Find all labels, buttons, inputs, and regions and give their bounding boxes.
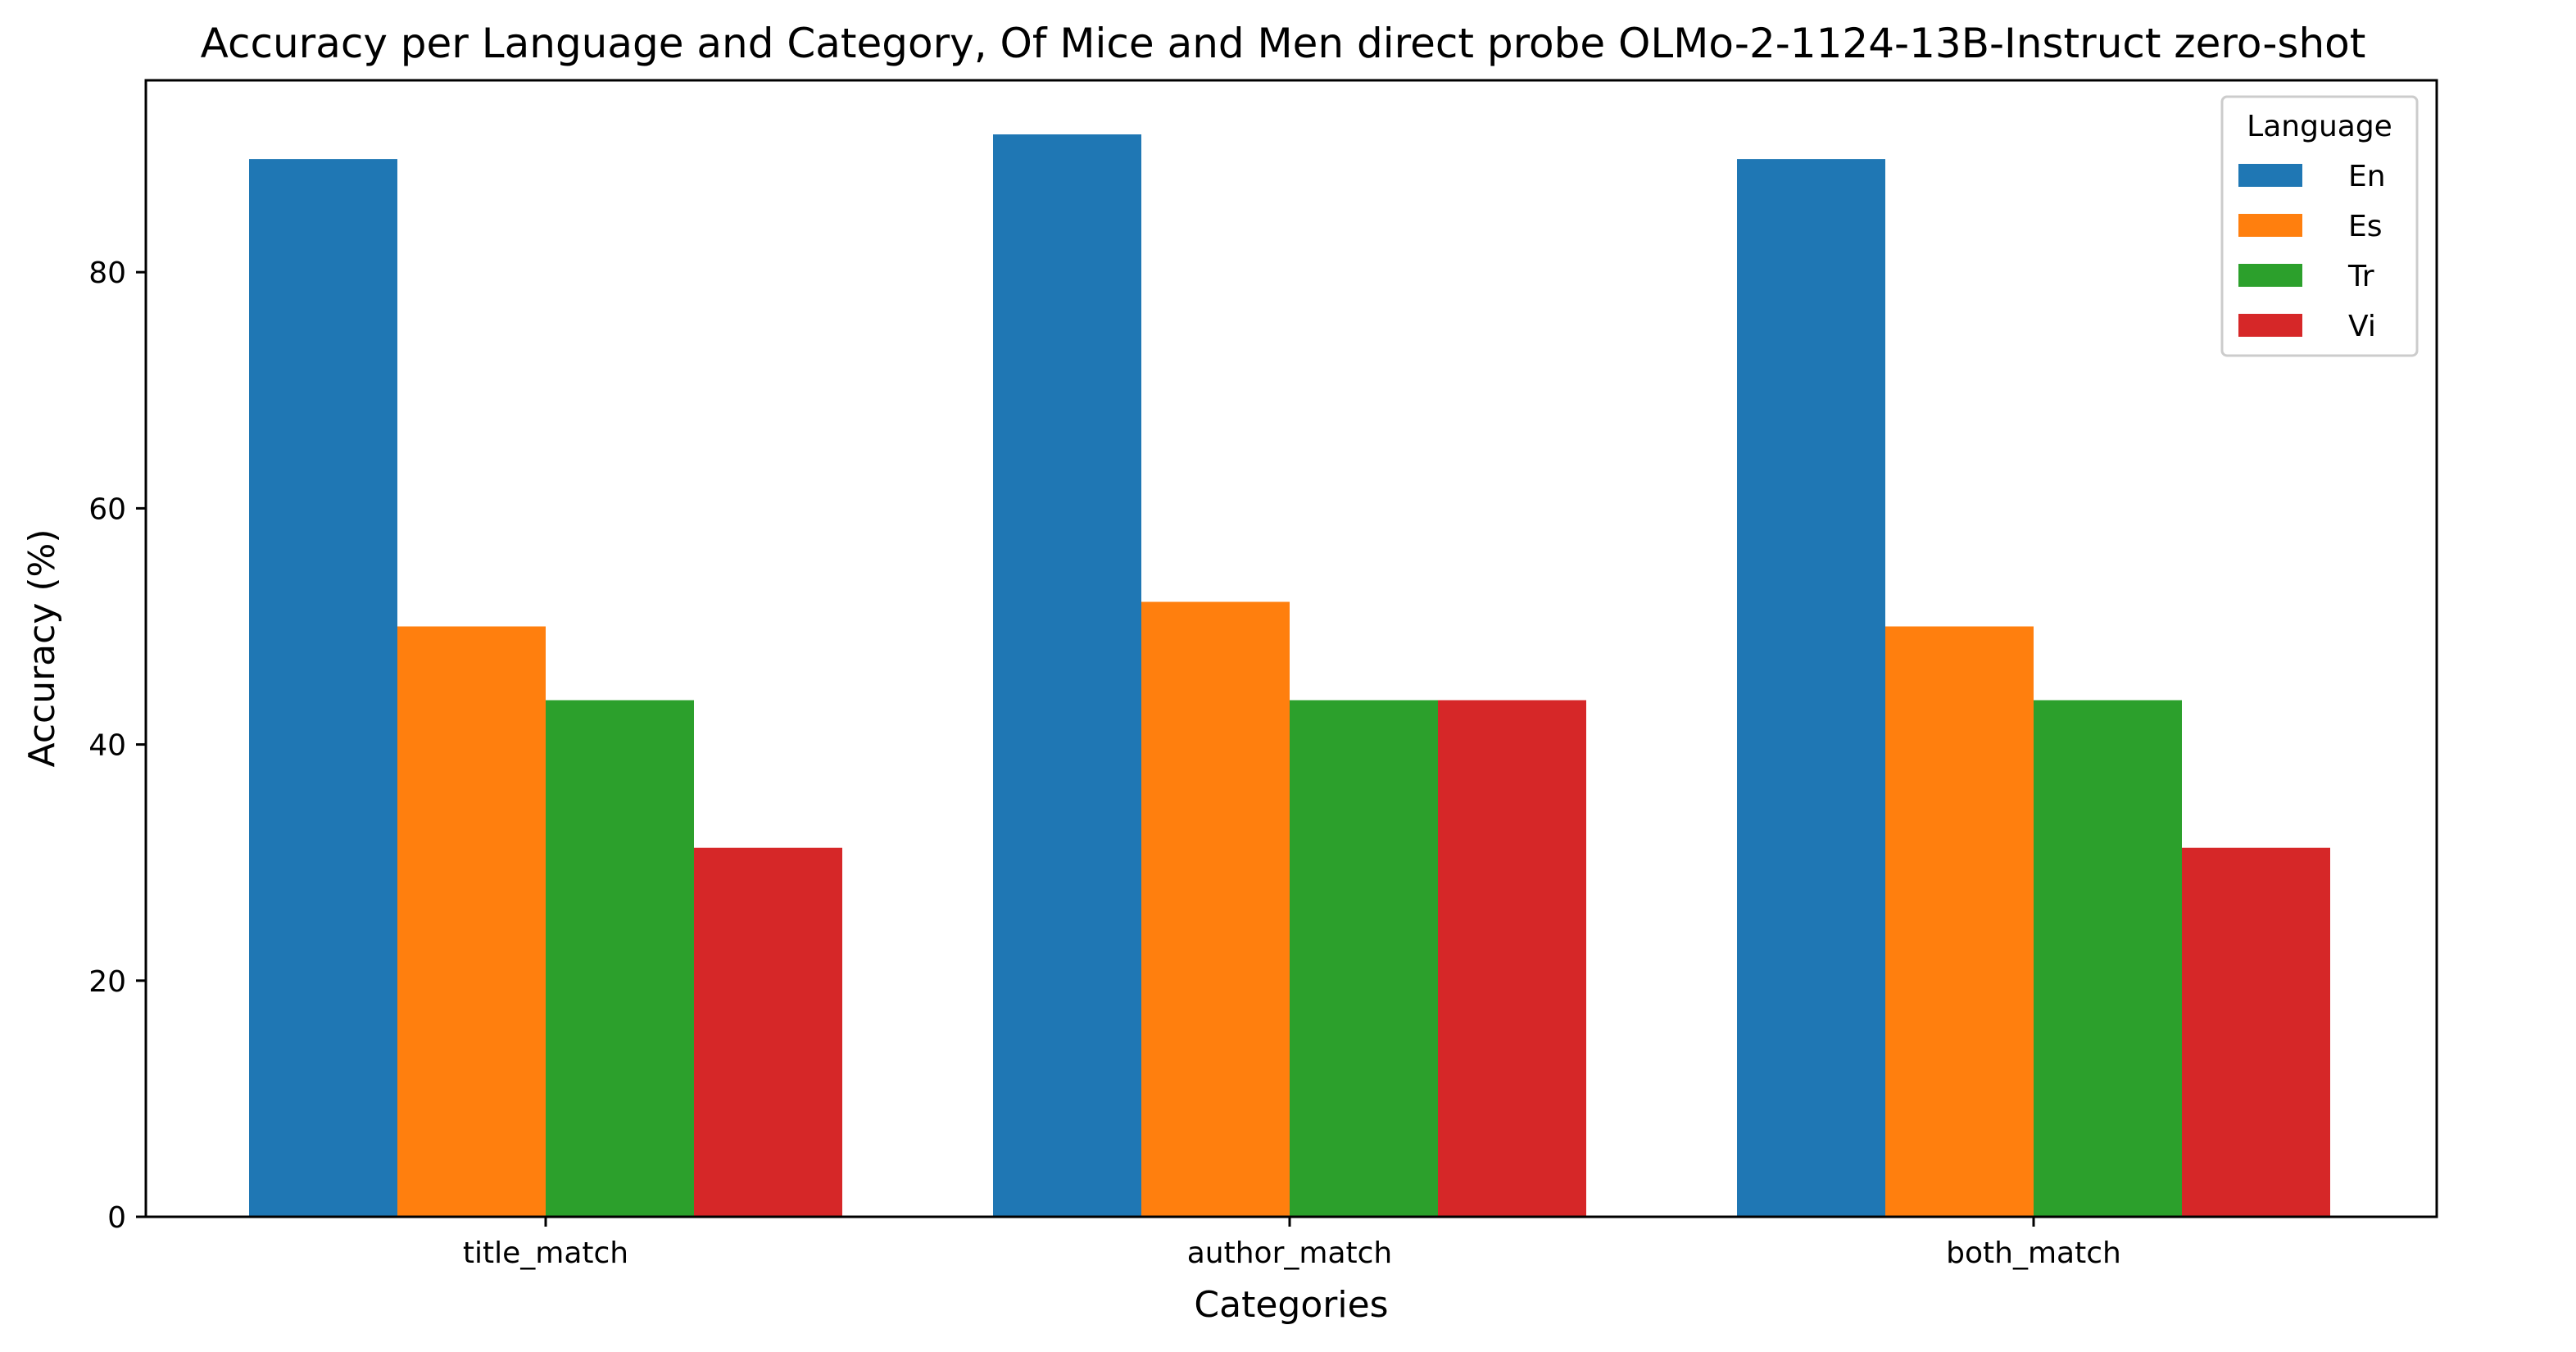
bar-tr-title_match	[546, 700, 694, 1217]
legend-swatch-tr	[2238, 264, 2302, 287]
legend: Language En Es Tr Vi	[2220, 95, 2419, 357]
x-axis-label: Categories	[1194, 1284, 1388, 1326]
bar-en-title_match	[249, 159, 397, 1218]
legend-label-en: En	[2348, 160, 2386, 193]
bar-vi-author_match	[1438, 700, 1586, 1217]
bar-vi-both_match	[2182, 847, 2330, 1217]
bar-vi-title_match	[694, 847, 842, 1217]
y-tick-label: 20	[88, 965, 126, 999]
legend-label-vi: Vi	[2348, 310, 2376, 343]
legend-box	[2220, 95, 2419, 357]
legend-swatch-en	[2238, 164, 2302, 187]
plot-frame	[144, 79, 2438, 1218]
bar-en-both_match	[1737, 159, 1885, 1218]
legend-label-es: Es	[2348, 210, 2383, 243]
x-tick-label: both_match	[1946, 1236, 2121, 1270]
bar-es-both_match	[1885, 626, 2034, 1217]
legend-swatch-es	[2238, 214, 2302, 237]
y-tick-label: 0	[107, 1201, 126, 1235]
chart-title: Accuracy per Language and Category, Of M…	[201, 20, 2366, 67]
axis-ticks: title_match author_match both_match 0 20 40 60…	[88, 256, 2121, 1270]
legend-title: Language	[2247, 110, 2392, 143]
bar-en-author_match	[993, 134, 1141, 1217]
bar-tr-author_match	[1290, 700, 1438, 1217]
y-tick-label: 60	[88, 492, 126, 526]
bar-es-title_match	[397, 626, 546, 1217]
plot-area	[249, 134, 2330, 1218]
legend-swatch-vi	[2238, 314, 2302, 337]
x-tick-label: title_match	[463, 1236, 628, 1270]
y-tick-label: 80	[88, 256, 126, 290]
y-axis-label: Accuracy (%)	[21, 529, 63, 767]
x-tick-label: author_match	[1187, 1236, 1393, 1270]
legend-label-tr: Tr	[2347, 260, 2374, 293]
bar-es-author_match	[1141, 601, 1290, 1217]
bar-tr-both_match	[2034, 700, 2182, 1217]
y-tick-label: 40	[88, 729, 126, 763]
